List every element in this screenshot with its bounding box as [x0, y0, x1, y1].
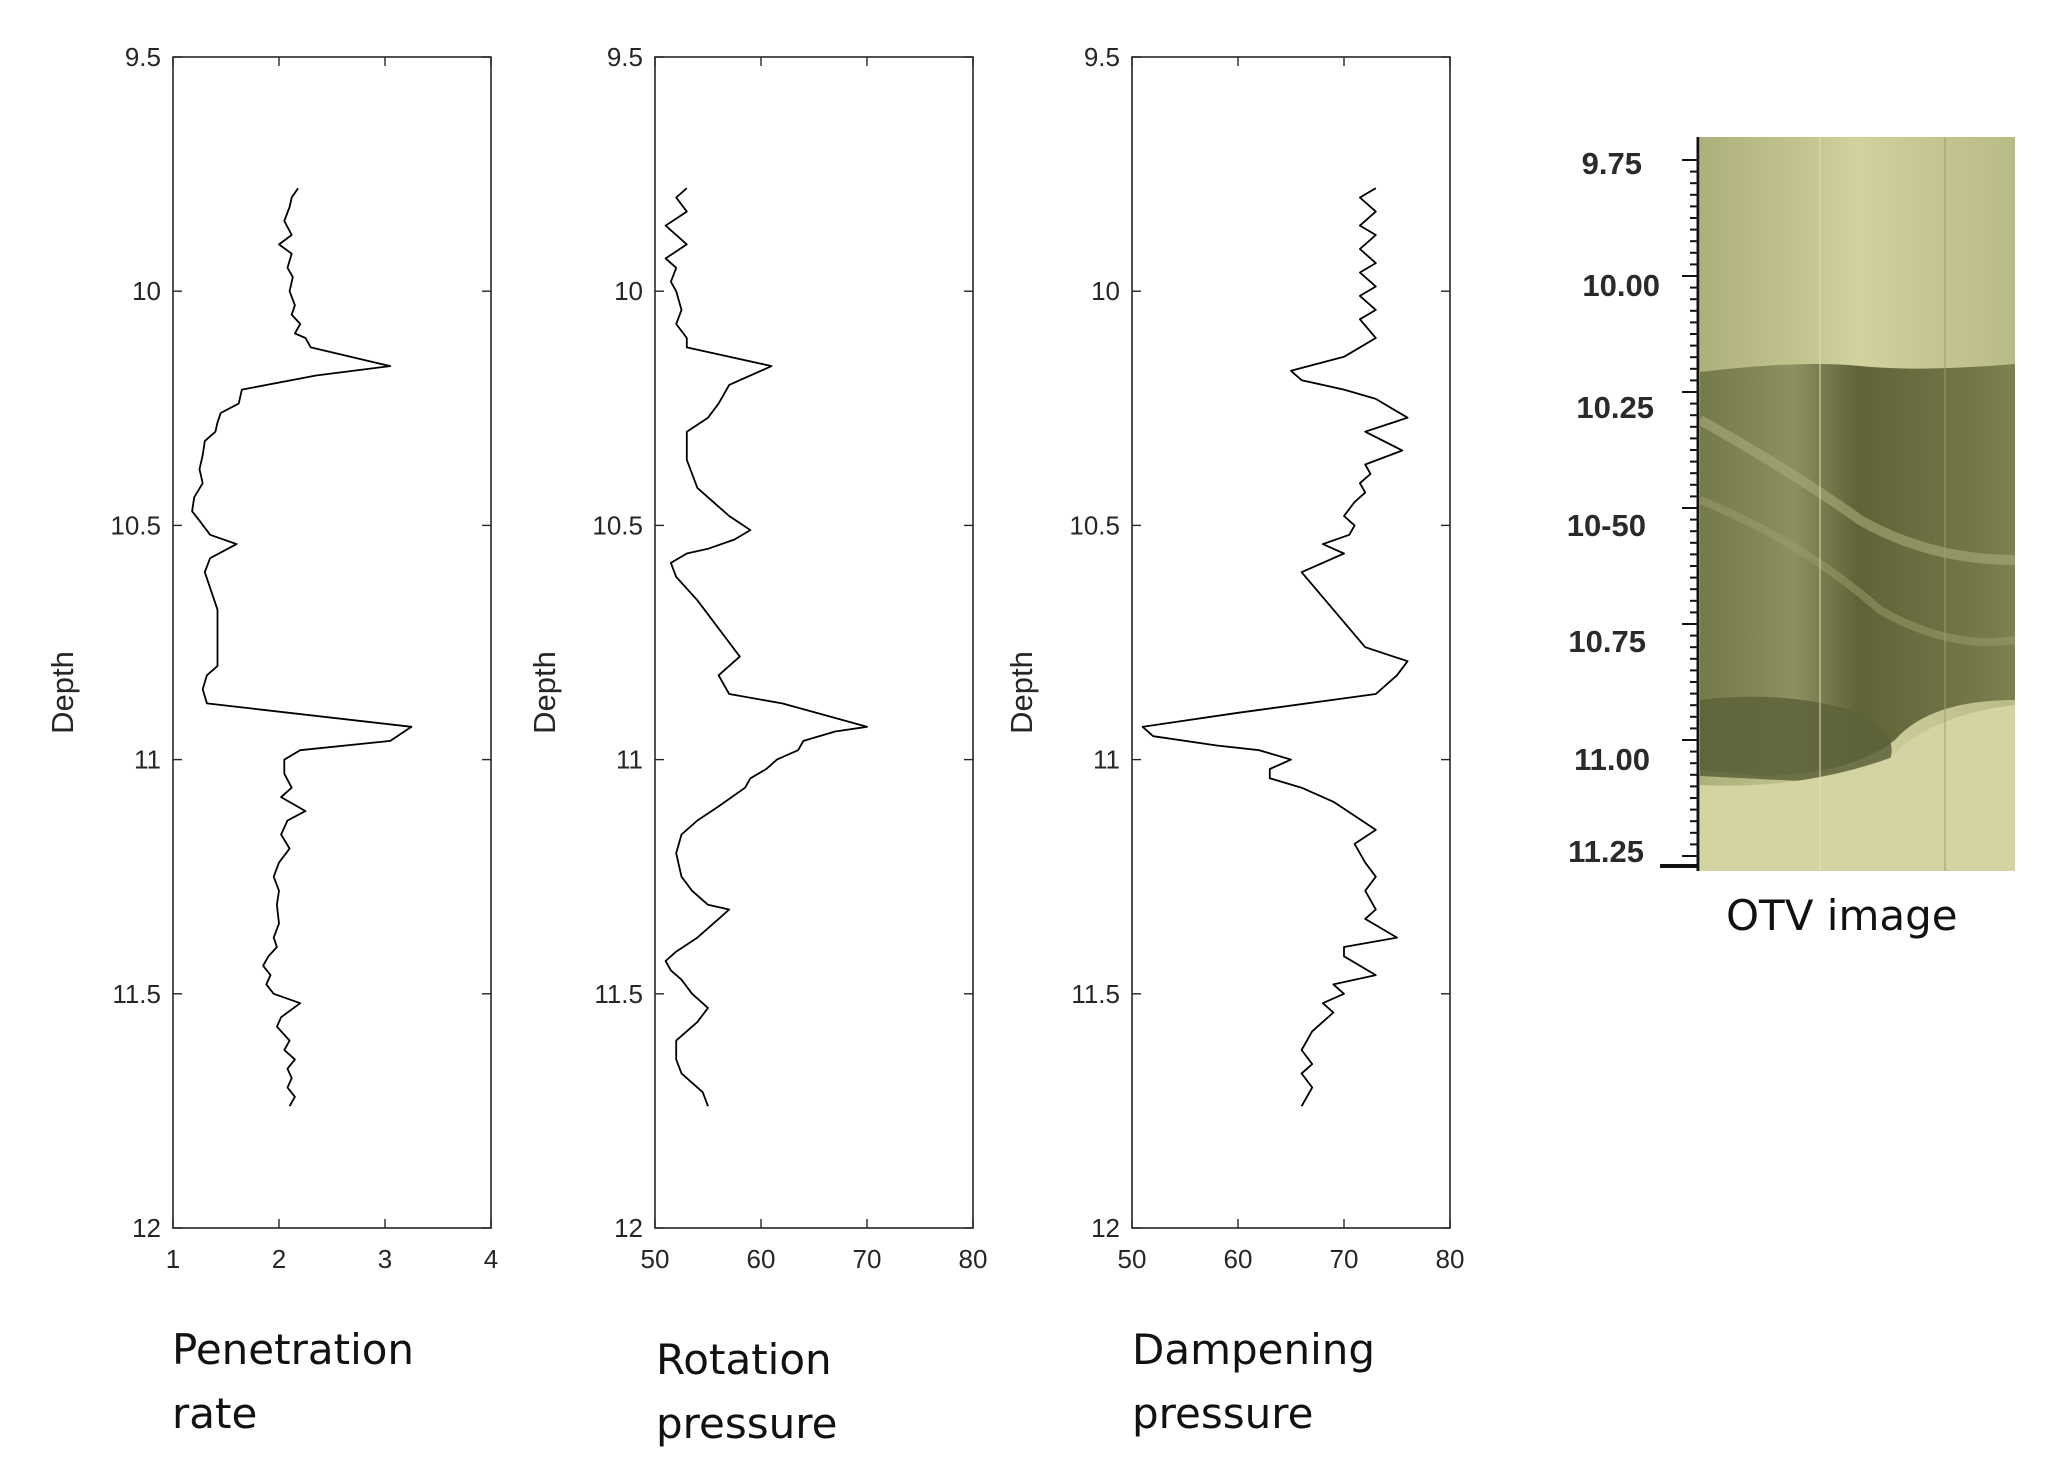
otv-depth-label-1075: 10.75	[1568, 624, 1646, 659]
otv-dark-nodule	[1700, 696, 1892, 781]
y-tick-label: 11.5	[1071, 979, 1120, 1009]
otv-image	[1660, 137, 2015, 871]
y-tick-label: 10	[132, 276, 161, 306]
x-tick-label: 70	[1330, 1244, 1359, 1274]
otv-light-lower	[1700, 705, 2015, 871]
x-tick-label: 70	[853, 1244, 882, 1274]
caption-penetration-rate: Penetration rate	[172, 1325, 415, 1438]
x-tick-label: 60	[747, 1244, 776, 1274]
x-tick-label: 50	[1118, 1244, 1147, 1274]
y-tick-label: 11	[134, 745, 161, 775]
y-tick-label: 9.5	[125, 42, 161, 72]
plot-frame	[1131, 56, 1451, 1229]
otv-depth-label-1025: 10.25	[1576, 390, 1654, 425]
caption-dampening-pressure: Dampening pressure	[1132, 1325, 1376, 1438]
x-tick-label: 1	[166, 1244, 180, 1274]
y-tick-label: 12	[132, 1213, 161, 1243]
x-tick-label: 60	[1224, 1244, 1253, 1274]
y-tick-label: 10	[1091, 276, 1120, 306]
caption-rotation-pressure: Rotation pressure	[656, 1335, 838, 1448]
y-tick-label: 11	[616, 745, 643, 775]
series-line-penetration-rate	[191, 187, 413, 1107]
caption-otv-image: OTV image	[1726, 891, 1958, 940]
y-tick-label: 9.5	[1084, 42, 1120, 72]
y-tick-label: 11.5	[594, 979, 643, 1009]
y-tick-label: 10.5	[1069, 510, 1120, 540]
y-tick-label: 11.5	[112, 979, 161, 1009]
x-tick-label: 80	[959, 1244, 988, 1274]
otv-depth-label-1050: 10-50	[1567, 508, 1646, 543]
x-tick-label: 3	[378, 1244, 392, 1274]
y-axis-label: Depth	[45, 651, 80, 734]
otv-depth-label-1100: 11.00	[1574, 742, 1650, 777]
series-line-dampening-pressure	[1141, 187, 1409, 1107]
y-tick-label: 12	[1091, 1213, 1120, 1243]
plot-frame	[172, 56, 492, 1229]
y-tick-label: 9.5	[607, 42, 643, 72]
y-tick-label: 12	[614, 1213, 643, 1243]
y-tick-label: 10.5	[110, 510, 161, 540]
otv-depth-label-1000: 10.00	[1582, 268, 1660, 303]
otv-depth-label-975: 9.75	[1582, 146, 1642, 181]
x-tick-label: 2	[272, 1244, 286, 1274]
x-tick-label: 4	[484, 1244, 498, 1274]
y-tick-label: 10.5	[592, 510, 643, 540]
y-axis-label: Depth	[527, 651, 562, 734]
series-line-rotation-pressure	[664, 187, 868, 1107]
x-tick-label: 50	[641, 1244, 670, 1274]
y-tick-label: 10	[614, 276, 643, 306]
y-tick-label: 11	[1093, 745, 1120, 775]
otv-depth-label-1125: 11.25	[1568, 834, 1644, 869]
plot-frame	[654, 56, 974, 1229]
y-axis-label: Depth	[1004, 651, 1039, 734]
x-tick-label: 80	[1436, 1244, 1465, 1274]
